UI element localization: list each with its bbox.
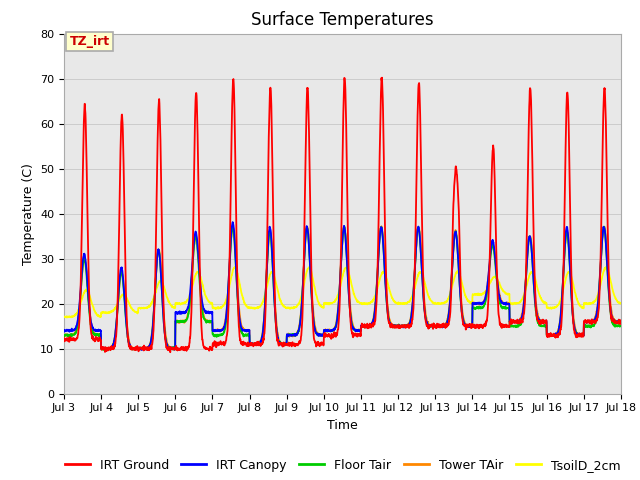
Y-axis label: Temperature (C): Temperature (C) xyxy=(22,163,35,264)
X-axis label: Time: Time xyxy=(327,419,358,432)
Text: TZ_irt: TZ_irt xyxy=(70,35,109,48)
Title: Surface Temperatures: Surface Temperatures xyxy=(251,11,434,29)
Legend: IRT Ground, IRT Canopy, Floor Tair, Tower TAir, TsoilD_2cm: IRT Ground, IRT Canopy, Floor Tair, Towe… xyxy=(60,454,625,477)
